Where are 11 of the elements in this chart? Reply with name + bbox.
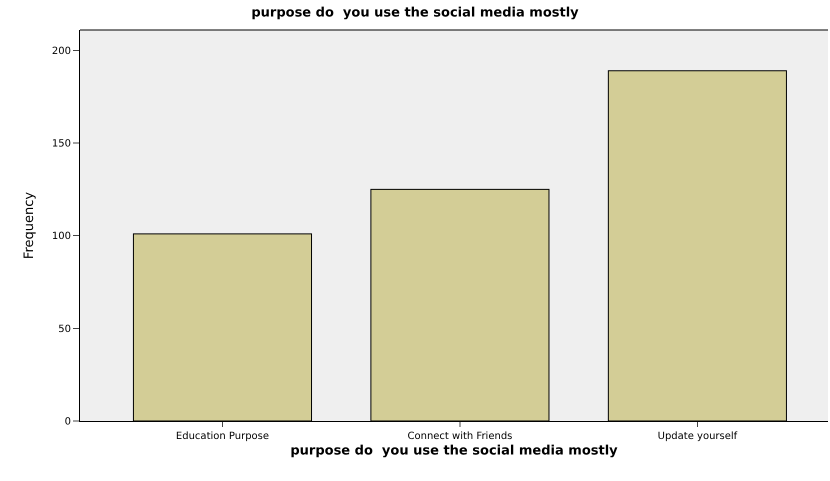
y-tick-label: 50: [58, 324, 71, 335]
y-tick-label: 100: [52, 231, 71, 242]
x-tick-label: Education Purpose: [176, 431, 270, 442]
chart-title: purpose do you use the social media mostly: [251, 5, 580, 20]
y-tick-label: 150: [52, 138, 71, 150]
y-tick-label: 200: [52, 46, 71, 57]
x-tick-label: Update yourself: [658, 431, 738, 442]
x-tick-label: Connect with Friends: [407, 431, 512, 442]
y-axis-title: Frequency: [22, 192, 37, 260]
y-tick-label: 0: [64, 416, 71, 428]
x-axis-title: purpose do you use the social media mostly: [290, 444, 618, 459]
